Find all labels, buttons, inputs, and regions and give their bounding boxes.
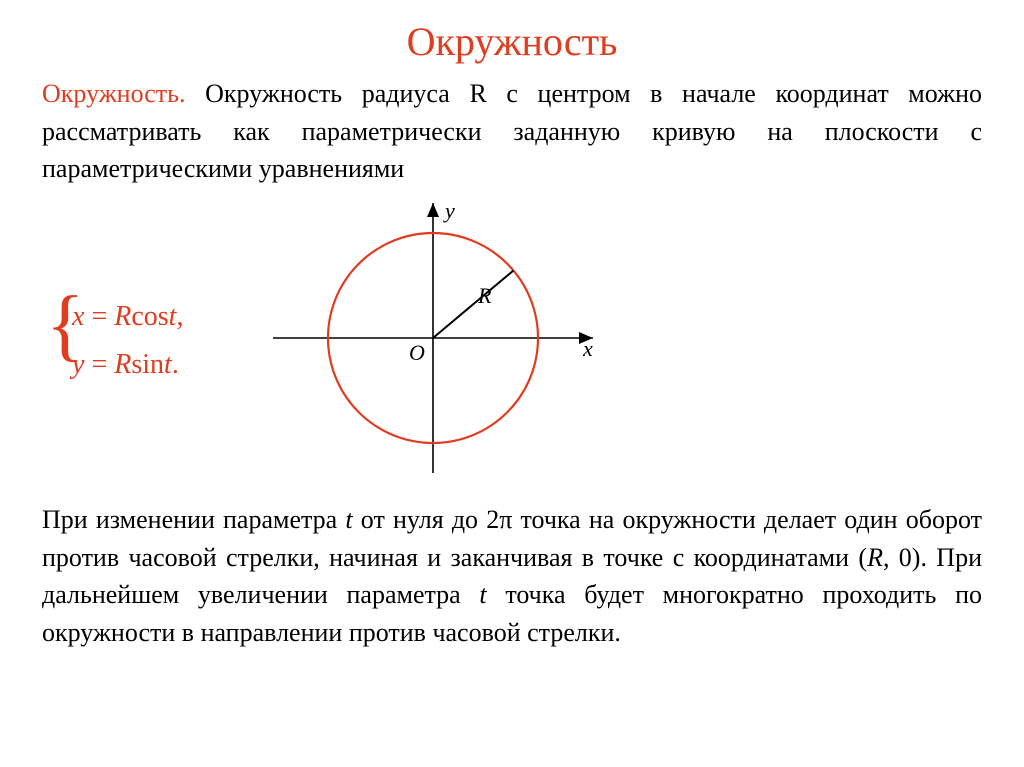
eq2-R: R: [114, 349, 131, 380]
outro-t1: t: [345, 505, 352, 534]
outro-R: R: [867, 543, 883, 572]
parametric-equations: { x = Rcost, y = Rsint.: [46, 293, 183, 388]
eq1-end: ,: [176, 301, 183, 332]
eq1-fn: cos: [131, 301, 168, 332]
brace-icon: {: [46, 285, 84, 365]
diagram-svg: x y O R: [253, 198, 613, 478]
page: Окружность Окружность. Окружность радиус…: [0, 0, 1024, 652]
eq2-end: .: [172, 349, 179, 380]
outro-paragraph: При изменении параметра t от нуля до 2π …: [42, 501, 982, 652]
svg-text:O: O: [409, 340, 425, 365]
eq2-var: t: [164, 349, 172, 380]
page-title: Окружность: [42, 18, 982, 65]
outro-part1: При изменении параметра: [42, 505, 345, 534]
svg-text:x: x: [582, 336, 593, 361]
circle-diagram: x y O R: [253, 198, 613, 483]
intro-paragraph: Окружность. Окружность радиуса R с центр…: [42, 75, 982, 188]
figure-row: { x = Rcost, y = Rsint. x y O R: [42, 198, 982, 483]
equation-line-2: y = Rsint.: [72, 341, 183, 389]
outro-t2: t: [479, 580, 486, 609]
svg-text:y: y: [443, 198, 455, 223]
eq2-fn: sin: [131, 349, 164, 380]
equation-line-1: x = Rcost,: [72, 293, 183, 341]
svg-text:R: R: [477, 283, 492, 308]
intro-keyword: Окружность.: [42, 79, 186, 108]
eq2-eq: =: [84, 349, 114, 380]
eq1-R: R: [114, 301, 131, 332]
eq1-eq: =: [84, 301, 114, 332]
